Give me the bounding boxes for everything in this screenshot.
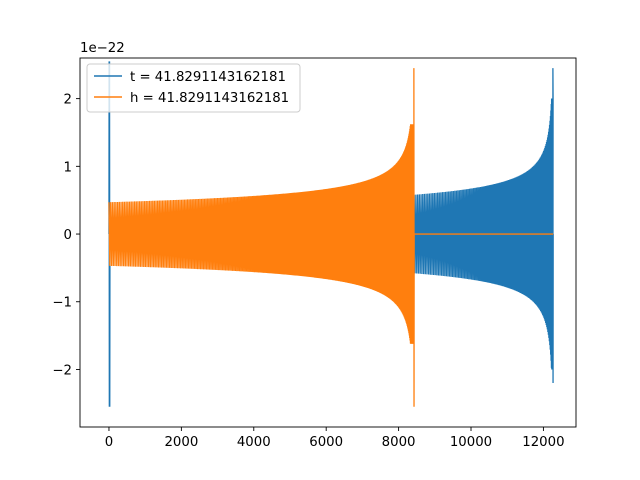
x-tick-label: 4000: [237, 435, 271, 450]
x-tick-label: 0: [105, 435, 113, 450]
x-tick-label: 10000: [450, 435, 492, 450]
x-tick-label: 6000: [309, 435, 343, 450]
y-tick-label: −2: [52, 363, 72, 378]
y-multiplier: 1e−22: [80, 41, 125, 56]
y-tick-label: 2: [64, 93, 72, 108]
legend-frame: [86, 63, 301, 113]
legend-label-t: t = 41.8291143162181: [130, 70, 286, 85]
y-tick-label: −1: [52, 296, 72, 311]
x-tick-label: 8000: [382, 435, 416, 450]
series-line-h: [108, 68, 554, 407]
axes-frame: [79, 57, 577, 428]
y-tick-label: 0: [64, 228, 72, 243]
legend: t = 41.8291143162181 h = 41.829114316218…: [86, 63, 301, 113]
x-tick-label: 12000: [522, 435, 564, 450]
y-tick-label: 1: [64, 160, 72, 175]
x-tick-label: 2000: [164, 435, 198, 450]
legend-label-h: h = 41.8291143162181: [130, 91, 289, 106]
